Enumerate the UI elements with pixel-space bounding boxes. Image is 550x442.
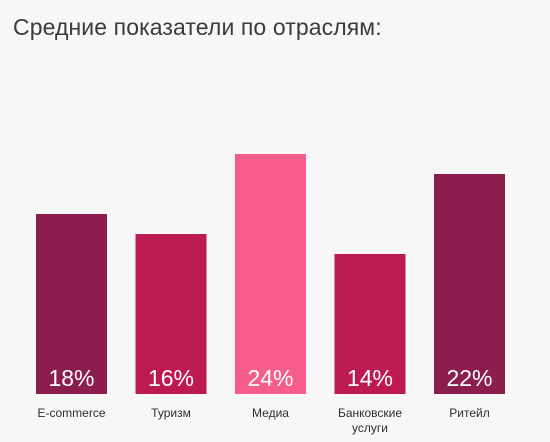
category-label-line: Туризм (151, 406, 191, 420)
bar-value-label-4: 14% (347, 365, 393, 391)
bar-5 (434, 174, 505, 394)
category-label-line: Ритейл (449, 406, 489, 420)
bar-value-label-5: 22% (446, 365, 492, 391)
bar-value-label-1: 18% (48, 365, 94, 391)
category-label-4: Банковские услуги (338, 406, 402, 435)
category-label-3: Медиа (252, 406, 289, 420)
bar-1 (36, 214, 107, 394)
category-label-line: Медиа (252, 406, 289, 420)
category-label-line: E-commerce (37, 406, 105, 420)
bar-4 (334, 254, 406, 394)
bar-value-label-2: 16% (148, 365, 194, 391)
bar-value-label-3: 24% (247, 365, 293, 391)
category-label-2: Туризм (151, 406, 191, 420)
category-label-line: Банковские (338, 406, 402, 420)
category-label-5: Ритейл (449, 406, 489, 420)
category-label-1: E-commerce (37, 406, 105, 420)
category-labels-layer: E-commerce Туризм Медиа Банковские услуги Рит… (37, 406, 489, 435)
bar-2 (135, 234, 207, 394)
category-label-line: услуги (352, 421, 388, 435)
bars-layer (36, 154, 505, 394)
bar-3 (235, 154, 306, 394)
chart-title: Средние показатели по отраслям: (13, 14, 382, 40)
value-labels-layer: 18% 16% 24% 14% 22% (48, 365, 492, 391)
